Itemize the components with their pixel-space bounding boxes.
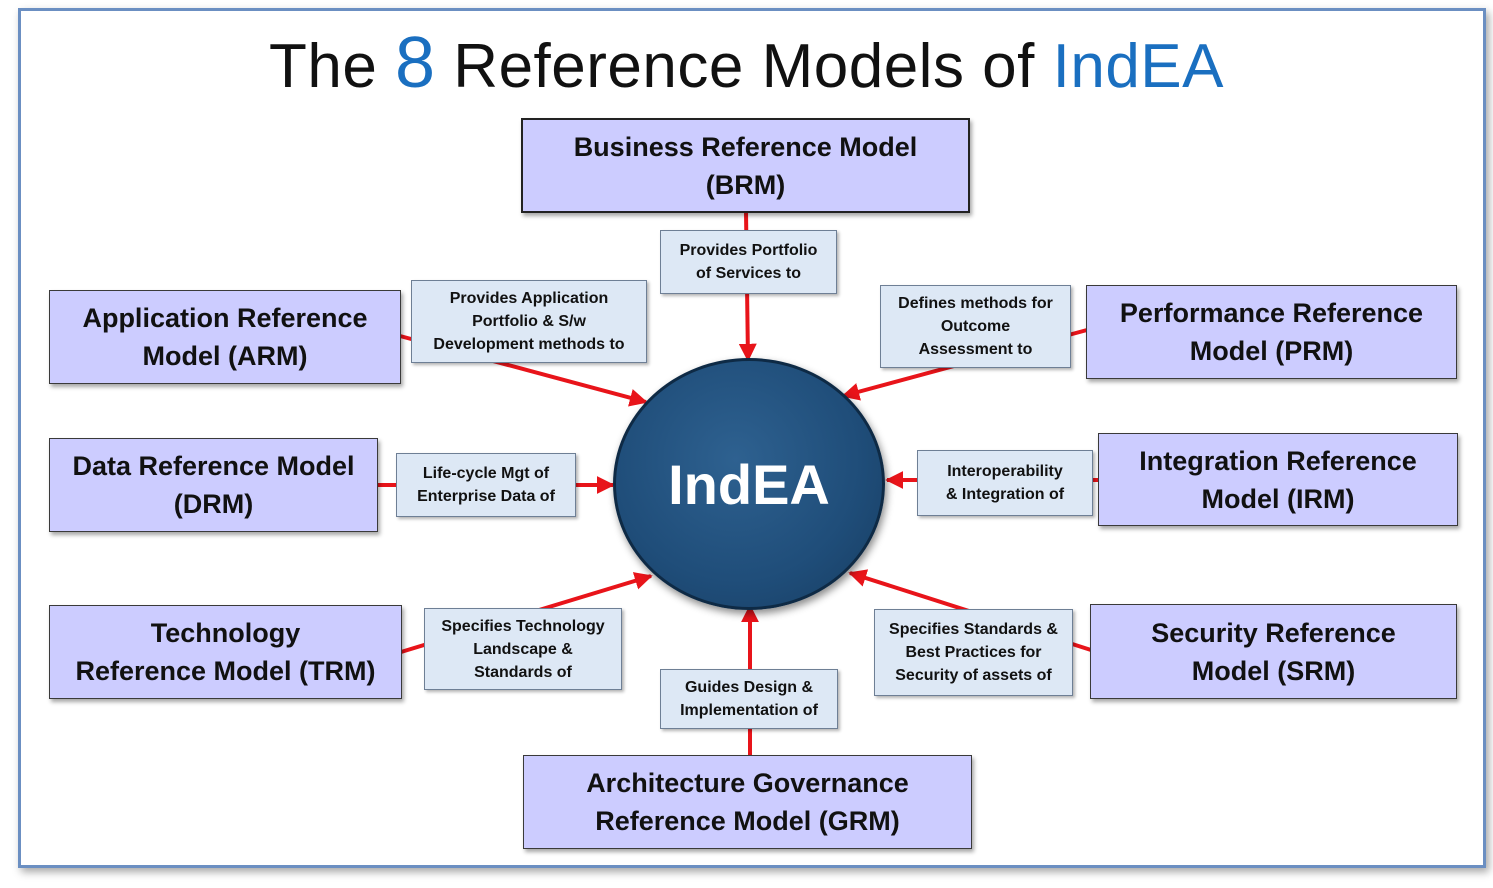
srm-box: Security Reference Model (SRM) bbox=[1090, 604, 1457, 699]
diagram-frame bbox=[18, 8, 1486, 868]
drm-line-1: Data Reference Model bbox=[72, 451, 355, 481]
arm-relation-line-1: Provides Application bbox=[449, 290, 609, 307]
grm-relation: Guides Design & Implementation of bbox=[660, 669, 838, 729]
trm-relation-line-2: Landscape & bbox=[473, 640, 573, 658]
brm-line-2: (BRM) bbox=[705, 169, 786, 200]
srm-line-1: Security Reference bbox=[1151, 617, 1396, 648]
arm-relation-line-3: Development methods to bbox=[433, 336, 625, 353]
srm-relation-line-2: Best Practices for bbox=[905, 644, 1042, 661]
title-number: 8 bbox=[395, 23, 436, 103]
grm-relation-line-2: Implementation of bbox=[680, 702, 818, 719]
grm-line-2: Reference Model (GRM) bbox=[595, 806, 900, 836]
trm-line-2: Reference Model (TRM) bbox=[75, 656, 376, 686]
srm-relation-line-1: Specifies Standards & bbox=[889, 621, 1058, 638]
hub-label: IndEA bbox=[668, 452, 830, 516]
prm-line-2: Model (PRM) bbox=[1189, 336, 1354, 366]
irm-box: Integration Reference Model (IRM) bbox=[1098, 433, 1458, 526]
srm-relation: Specifies Standards & Best Practices for… bbox=[874, 609, 1073, 696]
drm-relation-line-1: Life-cycle Mgt of bbox=[422, 465, 550, 482]
prm-relation-line-3: Assessment to bbox=[918, 341, 1033, 358]
indea-hub: IndEA bbox=[613, 358, 885, 610]
title-middle: Reference Models of bbox=[435, 32, 1053, 101]
brm-relation: Provides Portfolio of Services to bbox=[660, 230, 837, 294]
grm-line-1: Architecture Governance bbox=[586, 768, 909, 798]
brm-relation-line-2: of Services to bbox=[696, 265, 801, 282]
srm-relation-line-3: Security of assets of bbox=[895, 667, 1052, 684]
drm-relation: Life-cycle Mgt of Enterprise Data of bbox=[396, 453, 576, 517]
prm-relation-line-2: Outcome bbox=[940, 318, 1011, 335]
prm-relation: Defines methods for Outcome Assessment t… bbox=[880, 285, 1071, 368]
arm-line-1: Application Reference bbox=[82, 303, 368, 333]
brm-relation-line-1: Provides Portfolio bbox=[679, 242, 818, 259]
title-brand: IndEA bbox=[1052, 32, 1225, 101]
arm-relation: Provides Application Portfolio & S/w Dev… bbox=[411, 280, 647, 363]
arm-line-2: Model (ARM) bbox=[142, 341, 308, 371]
drm-box: Data Reference Model (DRM) bbox=[49, 438, 378, 532]
trm-relation: Specifies Technology Landscape & Standar… bbox=[424, 608, 622, 690]
prm-box: Performance Reference Model (PRM) bbox=[1086, 285, 1457, 379]
arm-box: Application Reference Model (ARM) bbox=[49, 290, 401, 384]
arm-relation-line-2: Portfolio & S/w bbox=[472, 313, 586, 330]
irm-relation-line-1: Interoperability bbox=[947, 463, 1063, 480]
irm-line-1: Integration Reference bbox=[1139, 445, 1417, 476]
trm-line-1: Technology bbox=[150, 618, 301, 648]
drm-line-2: (DRM) bbox=[173, 489, 254, 519]
trm-relation-line-1: Specifies Technology bbox=[441, 617, 605, 635]
prm-relation-line-1: Defines methods for bbox=[898, 295, 1053, 312]
trm-relation-line-3: Standards of bbox=[474, 663, 572, 681]
irm-relation-line-2: & Integration of bbox=[945, 486, 1065, 503]
trm-box: Technology Reference Model (TRM) bbox=[49, 605, 402, 699]
title-prefix: The bbox=[268, 32, 396, 101]
irm-line-2: Model (IRM) bbox=[1201, 483, 1355, 514]
grm-box: Architecture Governance Reference Model … bbox=[523, 755, 972, 849]
grm-relation-line-1: Guides Design & bbox=[684, 679, 814, 696]
drm-relation-line-2: Enterprise Data of bbox=[417, 488, 555, 505]
page-title: The 8 Reference Models of IndEA bbox=[0, 22, 1493, 104]
prm-line-1: Performance Reference bbox=[1119, 298, 1424, 328]
irm-relation: Interoperability & Integration of bbox=[917, 450, 1093, 516]
brm-line-1: Business Reference Model bbox=[573, 131, 918, 162]
brm-box: Business Reference Model (BRM) bbox=[521, 118, 970, 213]
srm-line-2: Model (SRM) bbox=[1191, 655, 1356, 686]
